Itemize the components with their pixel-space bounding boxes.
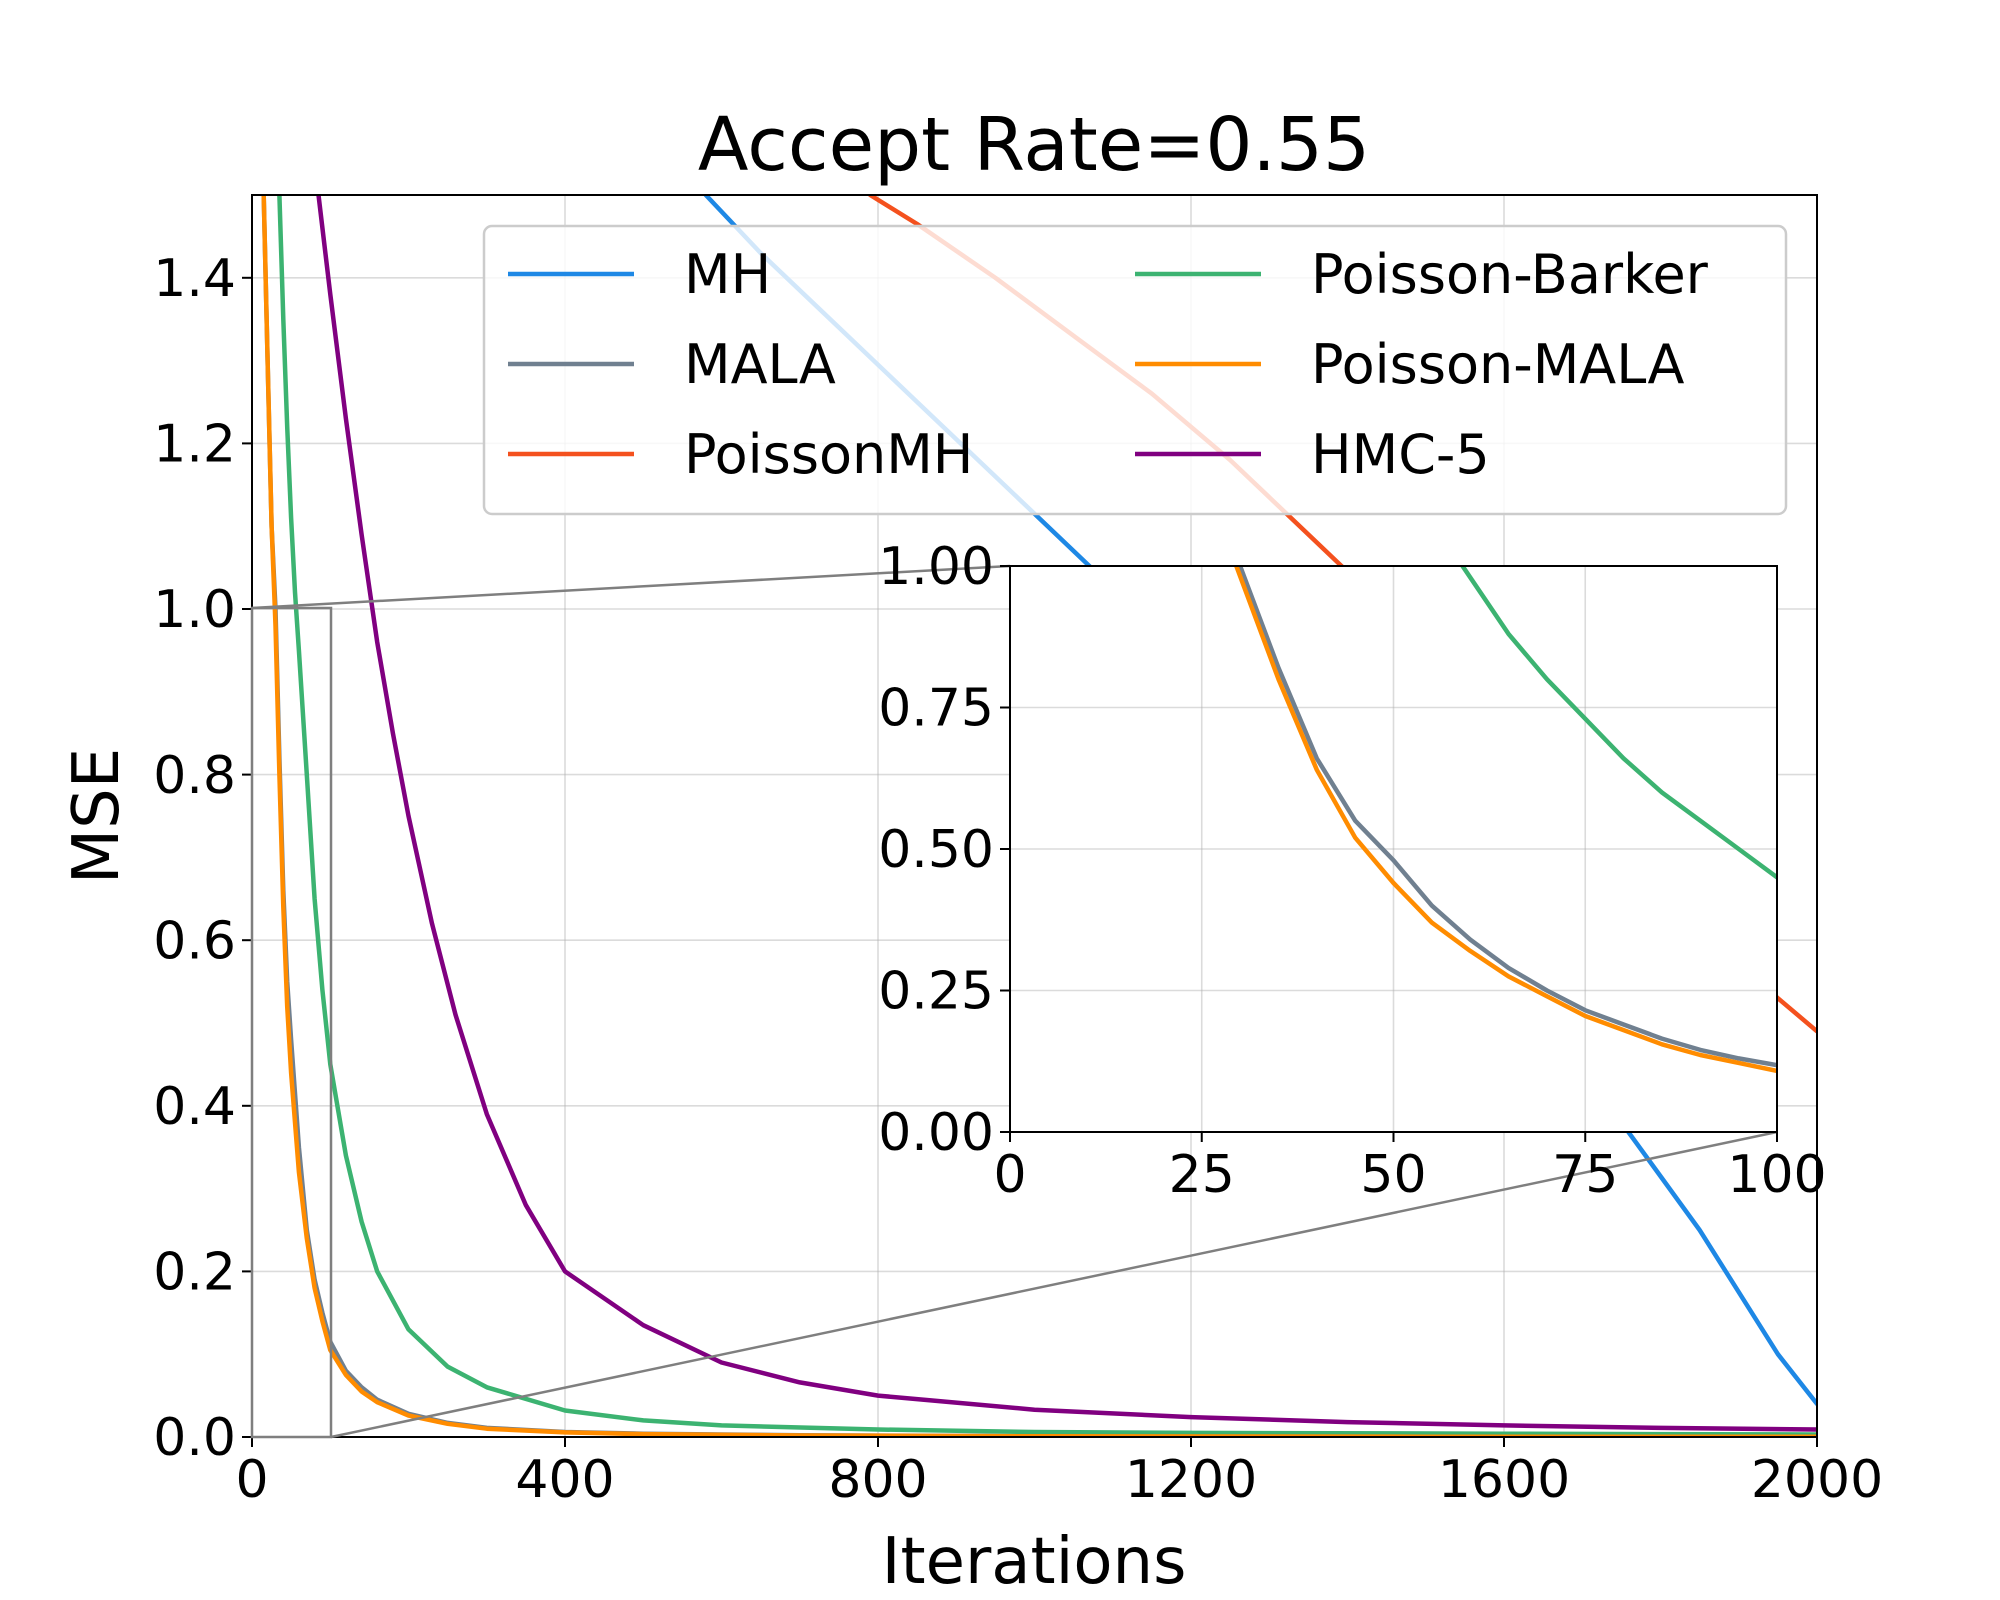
inset-series-mala — [1237, 566, 1777, 1068]
inset-series-poisson-barker — [1460, 566, 1777, 880]
legend-frame — [482, 224, 1788, 516]
legend-label-poisson-barker: Poisson-Barker — [1311, 243, 1709, 306]
zoom-connector-top — [251, 564, 1011, 610]
inset-x-tick-label: 50 — [1360, 1145, 1426, 1205]
main-y-tick-label: 0.6 — [153, 911, 236, 971]
main-x-axis: 0 400 800 1200 1600 2000 — [235, 1437, 1883, 1510]
main-y-tick-label: 0.8 — [153, 746, 236, 806]
legend: MH MALA PoissonMH Poisson-Barker Poisson-MAL… — [482, 224, 1788, 516]
y-axis-label: MSE — [60, 748, 134, 884]
inset-y-tick-label: 0.50 — [878, 820, 994, 880]
inset-series-lines — [1234, 566, 1777, 1074]
inset-x-tick-label: 100 — [1727, 1145, 1826, 1205]
inset-y-axis: 0.00 0.25 0.50 0.75 1.00 — [878, 537, 1010, 1163]
main-y-tick-label: 1.4 — [153, 249, 236, 309]
main-series-poisson-barker — [277, 195, 1817, 1437]
inset-y-tick-label: 1.00 — [878, 537, 994, 597]
x-axis-label: Iterations — [882, 1525, 1187, 1599]
inset-axes: 0 25 50 75 100 0.00 0.25 0.50 0.75 1.00 — [878, 537, 1826, 1205]
legend-label-mh: MH — [684, 243, 771, 306]
main-x-tick-label: 1600 — [1438, 1450, 1570, 1510]
inset-x-tick-label: 75 — [1552, 1145, 1618, 1205]
legend-label-poissonmh: PoissonMH — [684, 423, 973, 486]
legend-label-mala: MALA — [684, 333, 836, 396]
main-x-tick-label: 1200 — [1125, 1450, 1257, 1510]
zoom-indicator — [250, 564, 1778, 1439]
legend-label-poisson-mala: Poisson-MALA — [1311, 333, 1685, 396]
zoom-region-box — [250, 606, 333, 1439]
main-y-tick-label: 1.0 — [153, 580, 236, 640]
inset-y-tick-label: 0.25 — [878, 962, 994, 1022]
main-x-tick-label: 2000 — [1751, 1450, 1883, 1510]
main-y-tick-label: 0.2 — [153, 1243, 236, 1303]
inset-y-tick-label: 0.75 — [878, 679, 994, 739]
main-y-tick-label: 0.0 — [153, 1408, 236, 1468]
main-y-axis: 0.0 0.2 0.4 0.6 0.8 1.0 1.2 1.4 — [153, 249, 252, 1468]
zoom-connector-bottom — [330, 1130, 1778, 1439]
inset-series-poisson-mala — [1234, 566, 1777, 1074]
inset-x-axis: 0 25 50 75 100 — [993, 1132, 1827, 1205]
main-x-tick-label: 400 — [515, 1450, 614, 1510]
main-x-tick-label: 800 — [828, 1450, 927, 1510]
main-x-tick-label: 0 — [235, 1450, 268, 1510]
inset-y-tick-label: 0.00 — [878, 1103, 994, 1163]
main-series-hmc-5 — [316, 195, 1817, 1432]
inset-x-tick-label: 25 — [1169, 1145, 1235, 1205]
main-y-tick-label: 0.4 — [153, 1077, 236, 1137]
inset-x-tick-label: 0 — [993, 1145, 1026, 1205]
legend-label-hmc-5: HMC-5 — [1311, 423, 1490, 486]
main-y-tick-label: 1.2 — [153, 415, 236, 475]
chart-title: Accept Rate=0.55 — [698, 102, 1370, 188]
